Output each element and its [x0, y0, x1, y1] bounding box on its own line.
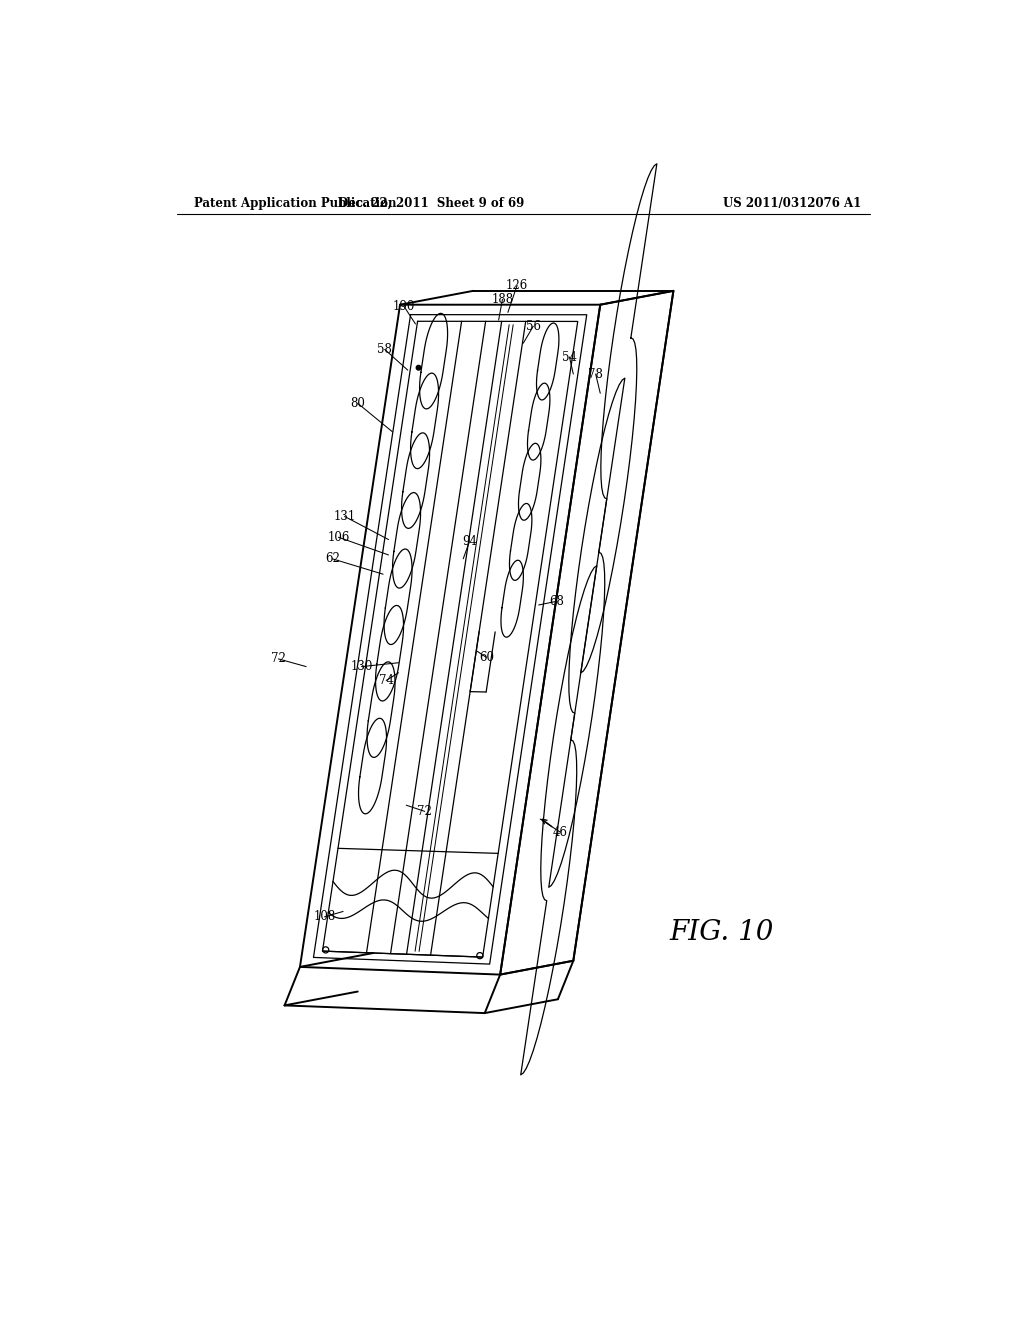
Text: 106: 106	[328, 531, 349, 544]
Text: 62: 62	[325, 552, 340, 565]
Text: 60: 60	[479, 651, 494, 664]
Text: 78: 78	[588, 367, 603, 380]
Text: Patent Application Publication: Patent Application Publication	[194, 197, 396, 210]
Text: 72: 72	[417, 805, 432, 818]
Text: 56: 56	[525, 319, 541, 333]
Text: 46: 46	[553, 825, 567, 838]
Text: 94: 94	[462, 536, 477, 548]
Text: 131: 131	[334, 510, 355, 523]
Text: 72: 72	[271, 652, 286, 665]
Text: 108: 108	[313, 911, 336, 924]
Text: 80: 80	[350, 397, 366, 409]
Text: 126: 126	[506, 279, 528, 292]
Text: 190: 190	[393, 300, 415, 313]
Circle shape	[417, 366, 421, 370]
Text: 54: 54	[562, 351, 577, 363]
Text: 188: 188	[492, 293, 513, 306]
Text: 130: 130	[350, 660, 373, 673]
Text: US 2011/0312076 A1: US 2011/0312076 A1	[724, 197, 862, 210]
Text: Dec. 22, 2011  Sheet 9 of 69: Dec. 22, 2011 Sheet 9 of 69	[338, 197, 524, 210]
Text: FIG. 10: FIG. 10	[670, 919, 774, 945]
Text: 58: 58	[377, 343, 392, 356]
Text: 68: 68	[550, 594, 564, 607]
Text: 74: 74	[379, 675, 393, 686]
